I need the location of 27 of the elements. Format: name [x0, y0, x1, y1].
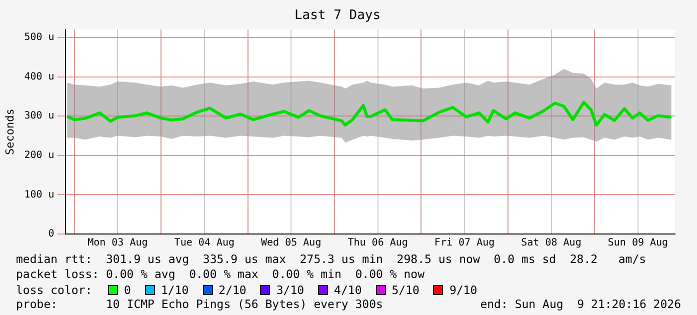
- y-tick-label: 100 u: [24, 189, 54, 200]
- y-tick-label: 200 u: [24, 150, 54, 161]
- y-tick-label: 0: [48, 228, 54, 240]
- text: 3/10: [276, 282, 304, 296]
- x-tick-label: Sun 09 Aug: [608, 238, 668, 249]
- text: 2/10: [218, 282, 246, 296]
- text: end: Sun Aug 9 21:20:16 2026: [480, 297, 681, 312]
- x-tick-label: Fri 07 Aug: [434, 238, 495, 249]
- y-tick-label: 400 u: [24, 71, 54, 82]
- x-tick-label: Mon 03 Aug: [88, 238, 148, 249]
- text: probe: 10 ICMP Echo Pings (56 Bytes) every 300s: [16, 297, 383, 312]
- y-tick-label: 500 u: [24, 32, 54, 44]
- text: 9/10: [449, 282, 478, 296]
- x-tick-label: Wed 05 Aug: [261, 238, 322, 249]
- text: median rtt: 301.9 us avg 335.9 us max 275.3 us min 298.5 us now 0.0 ms sd 28.2 am/s: [16, 252, 648, 267]
- text: 0: [124, 282, 131, 296]
- x-tick-label: Tue 04 Aug: [174, 238, 235, 249]
- y-axis-title: Seconds: [3, 108, 16, 155]
- chart-title: Last 7 Days: [294, 8, 381, 24]
- x-tick-label: Thu 06 Aug: [348, 238, 408, 249]
- text: loss color:: [16, 282, 94, 296]
- text: 1/10: [160, 282, 189, 296]
- text: 4/10: [334, 282, 362, 296]
- y-tick-label: 300 u: [24, 110, 54, 122]
- text: 5/10: [392, 282, 420, 296]
- x-tick-label: Sat 08 Aug: [521, 238, 582, 249]
- text: packet loss: 0.00 % avg 0.00 % max 0.00 % min 0.00 % now: [16, 267, 426, 282]
